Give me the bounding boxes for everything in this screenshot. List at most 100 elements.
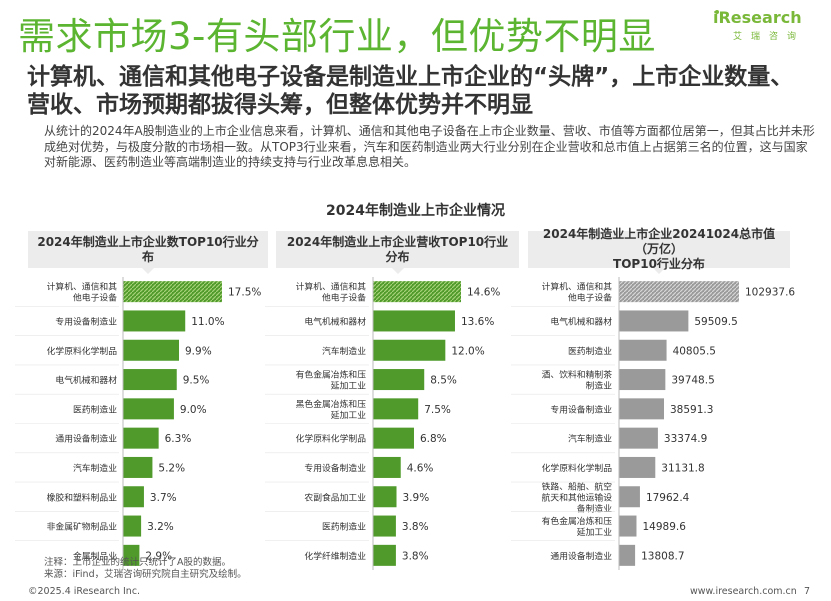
chart3-category-label-3: 医药制造业	[568, 345, 612, 357]
chart3-value-label-4: 39748.5	[671, 375, 714, 387]
chart2-bar-10	[373, 544, 396, 566]
chart3-bar-6	[619, 427, 658, 449]
chart1-category-label-5: 医药制造业	[73, 403, 117, 415]
chart1-bar-6	[123, 427, 159, 449]
chart1-category-label-10: 金属制品业	[73, 550, 117, 562]
chart3-value-label-8: 17962.4	[646, 492, 690, 504]
chart3-bar-7	[619, 456, 656, 478]
chart1-bar-7	[123, 456, 153, 478]
chart3-category-label-8: 铁路、船舶、航空航天和其他运输设备制造业	[542, 480, 613, 514]
chart1-bar-10	[123, 544, 140, 566]
footer-website[interactable]: www.iresearch.com.cn	[690, 586, 797, 597]
chart2-category-label-2: 电气机械和器材	[304, 315, 366, 327]
logo-text: iResearch	[713, 8, 802, 27]
chart3-category-label-9: 有色金属冶炼和压延加工业	[542, 515, 613, 538]
chart2-category-label-1: 计算机、通信和其他电子设备	[296, 281, 367, 304]
source-line: 来源：iFind，艾瑞咨询研究院自主研究及绘制。	[44, 569, 247, 580]
chart1-value-label-6: 6.3%	[165, 433, 192, 445]
chart3-value-label-10: 13808.7	[641, 550, 684, 562]
chart3-value-label-5: 38591.3	[670, 404, 713, 416]
chart2-category-label-3: 汽车制造业	[322, 345, 366, 357]
chart3-category-label-10: 通用设备制造业	[550, 550, 612, 562]
chart3-value-label-3: 40805.5	[673, 345, 716, 357]
chart3-bar-2	[619, 310, 689, 332]
chart1-value-label-8: 3.7%	[150, 492, 177, 504]
chart1-value-label-2: 11.0%	[191, 316, 224, 328]
chart3-bar-4	[619, 369, 666, 391]
chart2-value-label-10: 3.8%	[402, 550, 429, 562]
chart2-value-label-4: 8.5%	[430, 375, 457, 387]
chart3-bar-9	[619, 515, 637, 537]
page-number: 7	[804, 586, 811, 597]
chart2-value-label-3: 12.0%	[451, 345, 484, 357]
panel-header-marketcap-line1: 2024年制造业上市企业20241024总市值（万亿）	[542, 227, 776, 256]
panel-header-revenue: 2024年制造业上市企业营收TOP10行业分布	[276, 231, 519, 274]
chart3-category-label-1: 计算机、通信和其他电子设备	[542, 281, 613, 304]
panel-header-marketcap: 2024年制造业上市企业20241024总市值（万亿） TOP10行业分布	[528, 227, 790, 274]
footer-copyright: ©2025.4 iResearch Inc.	[28, 586, 141, 597]
note-line: 注释：上市企业的统计只统计了A股的数据。	[44, 557, 231, 568]
chart1-value-label-7: 5.2%	[158, 462, 185, 474]
page-title: 需求市场3-有头部行业，但优势不明显	[18, 15, 656, 58]
iresearch-logo: iResearch 艾瑞咨询	[713, 8, 805, 42]
chart3-category-label-5: 专用设备制造业	[550, 403, 612, 415]
chart3-category-label-7: 化学原料化学制品	[542, 462, 613, 474]
chart3-category-label-2: 电气机械和器材	[550, 315, 612, 327]
chart1-category-label-8: 橡胶和塑料制品业	[47, 491, 118, 503]
chart2-value-label-9: 3.8%	[402, 521, 429, 533]
chart2-category-label-9: 医药制造业	[322, 521, 366, 533]
chart1-bar-4	[123, 369, 177, 391]
chart2-value-label-5: 7.5%	[424, 404, 451, 416]
chart3-category-label-6: 汽车制造业	[568, 433, 612, 445]
chart3-bar-1	[619, 281, 739, 303]
chart2-category-label-4: 有色金属冶炼和压延加工业	[296, 369, 367, 392]
chart1-value-label-4: 9.5%	[183, 375, 210, 387]
chart1-value-label-1: 17.5%	[228, 287, 261, 299]
chart1-value-label-3: 9.9%	[185, 345, 212, 357]
chart1-bar-3	[123, 339, 180, 361]
panel-header-count: 2024年制造业上市企业数TOP10行业分布	[28, 231, 268, 274]
chart3-value-label-9: 14989.6	[642, 521, 686, 533]
chart2-category-label-6: 化学原料化学制品	[296, 433, 367, 445]
chart3-category-label-4: 酒、饮料和精制茶制造业	[542, 369, 613, 392]
chart2-value-label-2: 13.6%	[461, 316, 494, 328]
chart1-category-label-9: 非金属矿物制品业	[47, 521, 118, 533]
chart2-bar-2	[373, 310, 455, 332]
logo-subtext: 艾瑞咨询	[733, 32, 806, 42]
chart2-bar-6	[373, 427, 414, 449]
chart3-bar-8	[619, 486, 640, 508]
logo-dot-icon	[715, 10, 719, 14]
chart2-bar-5	[373, 398, 419, 420]
chart1-category-label-4: 电气机械和器材	[55, 374, 117, 386]
chart2-bar-8	[373, 486, 397, 508]
chart2-category-label-5: 黑色金属冶炼和压延加工业	[296, 398, 367, 421]
chart3-value-label-6: 33374.9	[664, 433, 707, 445]
chart1-category-label-6: 通用设备制造业	[55, 433, 117, 445]
chart2-value-label-1: 14.6%	[467, 287, 500, 299]
notes: 注释：上市企业的统计只统计了A股的数据。 来源：iFind，艾瑞咨询研究院自主研…	[44, 557, 247, 581]
panel-header-marketcap-line2: TOP10行业分布	[613, 257, 705, 271]
chart3-bar-10	[619, 544, 636, 566]
body-paragraph: 从统计的2024年A股制造业的上市企业信息来看，计算机、通信和其他电子设备在上市…	[44, 124, 815, 169]
chart2-value-label-7: 4.6%	[407, 462, 434, 474]
chart2-bar-7	[373, 456, 401, 478]
chart2-bar-4	[373, 369, 425, 391]
chart2-category-label-7: 专用设备制造业	[304, 462, 366, 474]
chart1-bar-8	[123, 486, 144, 508]
chart2-bar-1	[373, 281, 461, 303]
chart2-value-label-6: 6.8%	[420, 433, 447, 445]
chart1-bar-1	[123, 281, 222, 303]
chart3-bar-3	[619, 339, 667, 361]
chart1-bar-5	[123, 398, 174, 420]
chart2-category-label-8: 农副食品加工业	[304, 491, 366, 503]
chart2-value-label-8: 3.9%	[403, 492, 430, 504]
chart3-value-label-2: 59509.5	[694, 316, 737, 328]
chart1-category-label-3: 化学原料化学制品	[47, 345, 118, 357]
chart3-value-label-7: 31131.8	[661, 462, 704, 474]
chart1-value-label-10: 2.9%	[145, 550, 172, 562]
chart1-bar-9	[123, 515, 142, 537]
chart1-value-label-9: 3.2%	[147, 521, 174, 533]
chart-section-title: 2024年制造业上市企业情况	[326, 203, 505, 219]
panel-header-marketcap-lines: 2024年制造业上市企业20241024总市值（万亿） TOP10行业分布	[534, 227, 784, 272]
